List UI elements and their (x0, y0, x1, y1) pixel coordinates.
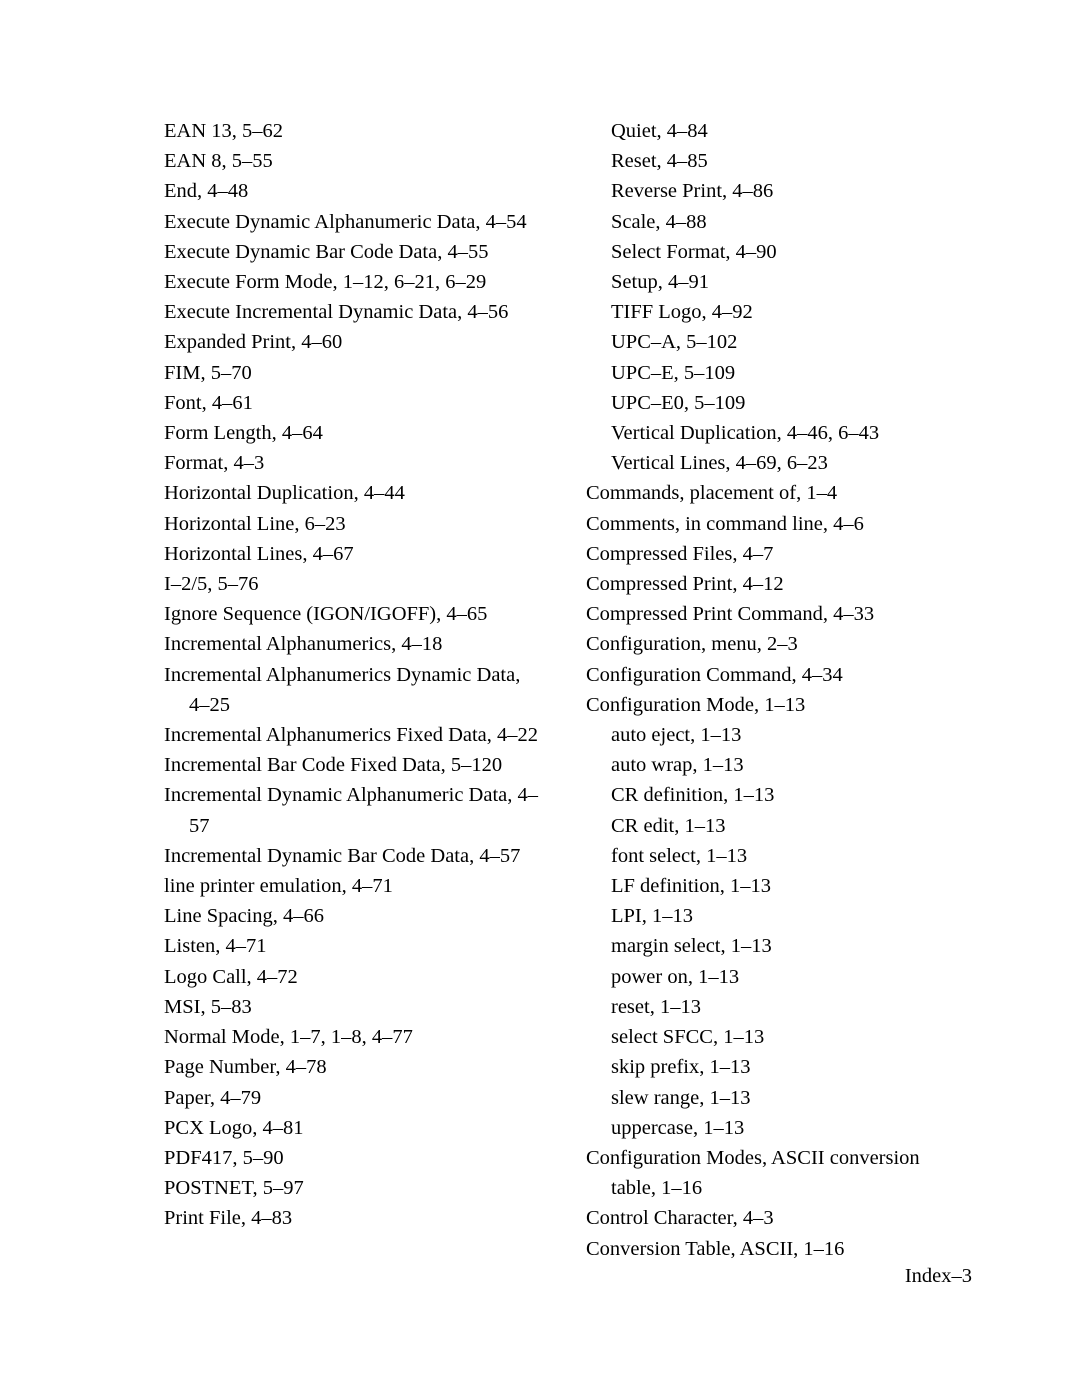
index-entry: Incremental Alphanumerics Fixed Data, 4–… (164, 720, 544, 750)
index-entry: Page Number, 4–78 (164, 1052, 544, 1082)
index-entry: UPC–E0, 5–109 (586, 388, 966, 418)
index-entry: Paper, 4–79 (164, 1083, 544, 1113)
page-footer: Index–3 (905, 1265, 972, 1288)
index-entry: UPC–E, 5–109 (586, 358, 966, 388)
index-entry: Setup, 4–91 (586, 267, 966, 297)
index-entry: slew range, 1–13 (586, 1083, 966, 1113)
index-entry: Commands, placement of, 1–4 (586, 478, 966, 508)
index-entry: margin select, 1–13 (586, 931, 966, 961)
index-entry: Configuration Command, 4–34 (586, 660, 966, 690)
index-entry: MSI, 5–83 (164, 992, 544, 1022)
index-entry: Form Length, 4–64 (164, 418, 544, 448)
index-entry: Execute Form Mode, 1–12, 6–21, 6–29 (164, 267, 544, 297)
index-entry: Normal Mode, 1–7, 1–8, 4–77 (164, 1022, 544, 1052)
index-entry: LF definition, 1–13 (586, 871, 966, 901)
index-entry: Format, 4–3 (164, 448, 544, 478)
index-entry: uppercase, 1–13 (586, 1113, 966, 1143)
index-entry: line printer emulation, 4–71 (164, 871, 544, 901)
index-entry: Conversion Table, ASCII, 1–16 (586, 1234, 966, 1264)
index-entry: auto eject, 1–13 (586, 720, 966, 750)
index-entry: Listen, 4–71 (164, 931, 544, 961)
index-entry: Configuration, menu, 2–3 (586, 629, 966, 659)
index-entry: Control Character, 4–3 (586, 1203, 966, 1233)
index-column-left: EAN 13, 5–62EAN 8, 5–55End, 4–48Execute … (164, 116, 544, 1264)
index-entry: CR edit, 1–13 (586, 811, 966, 841)
index-entry: Compressed Print Command, 4–33 (586, 599, 966, 629)
index-entry: Vertical Lines, 4–69, 6–23 (586, 448, 966, 478)
index-entry: power on, 1–13 (586, 962, 966, 992)
index-entry: reset, 1–13 (586, 992, 966, 1022)
index-entry: PDF417, 5–90 (164, 1143, 544, 1173)
index-entry: Expanded Print, 4–60 (164, 327, 544, 357)
index-entry: Comments, in command line, 4–6 (586, 509, 966, 539)
index-entry: Vertical Duplication, 4–46, 6–43 (586, 418, 966, 448)
index-columns: EAN 13, 5–62EAN 8, 5–55End, 4–48Execute … (164, 116, 972, 1264)
index-entry: LPI, 1–13 (586, 901, 966, 931)
index-entry: Ignore Sequence (IGON/IGOFF), 4–65 (164, 599, 544, 629)
index-entry: EAN 8, 5–55 (164, 146, 544, 176)
index-entry: Incremental Alphanumerics Dynamic Data, … (164, 660, 544, 720)
index-entry: skip prefix, 1–13 (586, 1052, 966, 1082)
index-entry: Horizontal Lines, 4–67 (164, 539, 544, 569)
index-entry: Scale, 4–88 (586, 207, 966, 237)
index-entry: Logo Call, 4–72 (164, 962, 544, 992)
index-entry: Compressed Files, 4–7 (586, 539, 966, 569)
index-entry: Configuration Modes, ASCII conversion ta… (586, 1143, 966, 1203)
index-entry: Quiet, 4–84 (586, 116, 966, 146)
index-entry: Reverse Print, 4–86 (586, 176, 966, 206)
index-entry: Execute Dynamic Alphanumeric Data, 4–54 (164, 207, 544, 237)
index-entry: Compressed Print, 4–12 (586, 569, 966, 599)
index-entry: POSTNET, 5–97 (164, 1173, 544, 1203)
page: EAN 13, 5–62EAN 8, 5–55End, 4–48Execute … (0, 0, 1080, 1397)
index-entry: Horizontal Line, 6–23 (164, 509, 544, 539)
index-entry: FIM, 5–70 (164, 358, 544, 388)
index-entry: auto wrap, 1–13 (586, 750, 966, 780)
index-entry: Reset, 4–85 (586, 146, 966, 176)
index-entry: Line Spacing, 4–66 (164, 901, 544, 931)
index-entry: Print File, 4–83 (164, 1203, 544, 1233)
index-entry: select SFCC, 1–13 (586, 1022, 966, 1052)
index-entry: TIFF Logo, 4–92 (586, 297, 966, 327)
index-entry: Incremental Bar Code Fixed Data, 5–120 (164, 750, 544, 780)
index-entry: I–2/5, 5–76 (164, 569, 544, 599)
index-entry: End, 4–48 (164, 176, 544, 206)
index-entry: Execute Incremental Dynamic Data, 4–56 (164, 297, 544, 327)
index-entry: Font, 4–61 (164, 388, 544, 418)
index-entry: Execute Dynamic Bar Code Data, 4–55 (164, 237, 544, 267)
index-entry: Configuration Mode, 1–13 (586, 690, 966, 720)
index-entry: EAN 13, 5–62 (164, 116, 544, 146)
index-entry: PCX Logo, 4–81 (164, 1113, 544, 1143)
index-column-right: Quiet, 4–84Reset, 4–85Reverse Print, 4–8… (586, 116, 966, 1264)
index-entry: CR definition, 1–13 (586, 780, 966, 810)
index-entry: Select Format, 4–90 (586, 237, 966, 267)
index-entry: Incremental Dynamic Bar Code Data, 4–57 (164, 841, 544, 871)
index-entry: Incremental Dynamic Alphanumeric Data, 4… (164, 780, 544, 840)
index-entry: Horizontal Duplication, 4–44 (164, 478, 544, 508)
index-entry: UPC–A, 5–102 (586, 327, 966, 357)
index-entry: Incremental Alphanumerics, 4–18 (164, 629, 544, 659)
index-entry: font select, 1–13 (586, 841, 966, 871)
